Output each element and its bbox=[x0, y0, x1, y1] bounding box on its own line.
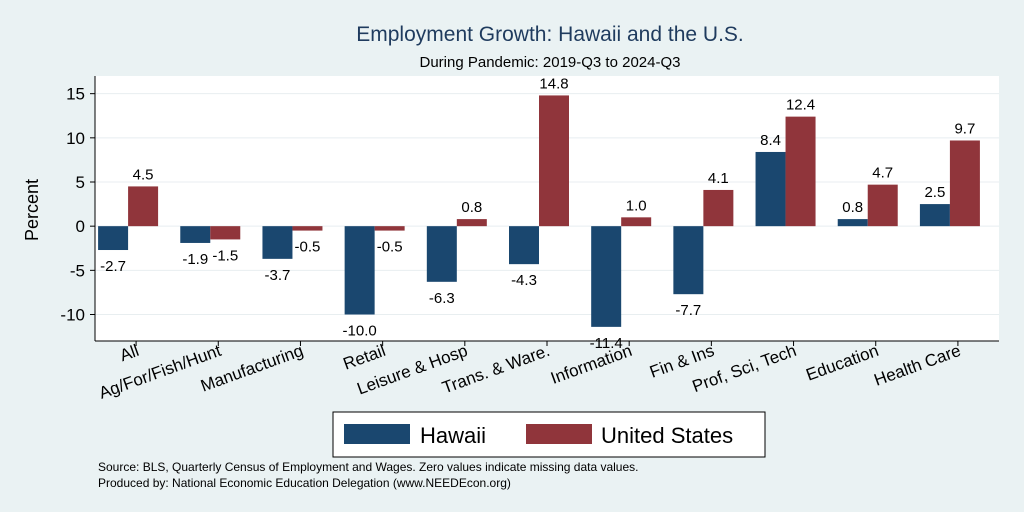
y-tick-label: -5 bbox=[70, 261, 85, 280]
data-label: -1.5 bbox=[212, 247, 238, 264]
source-note: Source: BLS, Quarterly Census of Employm… bbox=[98, 460, 638, 474]
bar-united-states bbox=[292, 226, 323, 231]
data-label: 1.0 bbox=[626, 197, 647, 214]
y-tick-label: 10 bbox=[66, 129, 85, 148]
category-label: Retail bbox=[341, 341, 388, 374]
data-label: 8.4 bbox=[760, 132, 781, 149]
y-axis-label: Percent bbox=[22, 179, 42, 241]
bar-united-states bbox=[210, 226, 241, 240]
data-label: -1.9 bbox=[182, 251, 208, 268]
data-label: 0.8 bbox=[461, 199, 482, 216]
bar-united-states bbox=[374, 226, 405, 231]
data-label: -11.4 bbox=[590, 335, 623, 352]
bar-united-states bbox=[539, 95, 569, 227]
data-labels: -2.74.5-1.9 -1.5-3.7-0.5-10.0-0.5-6.30.8-… bbox=[100, 75, 975, 351]
data-label: -2.7 bbox=[100, 258, 126, 275]
data-label: -3.7 bbox=[265, 267, 291, 284]
bar-united-states bbox=[456, 219, 487, 227]
legend: Hawaii United States bbox=[332, 411, 766, 458]
bar-hawaii bbox=[180, 226, 211, 243]
data-label: 0.8 bbox=[842, 199, 863, 216]
data-label: 9.7 bbox=[954, 120, 975, 137]
chart-subtitle: During Pandemic: 2019-Q3 to 2024-Q3 bbox=[420, 54, 681, 71]
y-tick-label: 0 bbox=[76, 217, 85, 236]
bars bbox=[98, 95, 980, 327]
category-label: Education bbox=[804, 341, 882, 385]
bar-hawaii bbox=[509, 226, 539, 265]
bar-united-states bbox=[621, 217, 652, 227]
data-label: -4.3 bbox=[511, 272, 537, 289]
bar-hawaii bbox=[591, 226, 622, 327]
y-tick-label: -10 bbox=[60, 306, 85, 325]
bar-hawaii bbox=[673, 226, 704, 295]
chart-title: Employment Growth: Hawaii and the U.S. bbox=[356, 23, 744, 46]
y-tick-label: 15 bbox=[66, 85, 85, 104]
y-tick-label: 5 bbox=[76, 173, 85, 192]
y-axis: -10 -5 0 5 10 15 bbox=[60, 76, 96, 341]
bar-united-states bbox=[949, 140, 980, 227]
bar-hawaii bbox=[837, 219, 868, 227]
bar-hawaii bbox=[262, 226, 293, 259]
bar-united-states bbox=[867, 184, 898, 227]
producer-note: Produced by: National Economic Education… bbox=[98, 476, 511, 490]
bar-hawaii bbox=[426, 226, 457, 282]
legend-label-united-states: United States bbox=[601, 423, 733, 448]
bar-hawaii bbox=[344, 226, 375, 315]
data-label: -0.5 bbox=[295, 239, 321, 256]
category-label: All bbox=[117, 341, 141, 365]
data-label: 2.5 bbox=[924, 184, 945, 201]
data-label: 12.4 bbox=[786, 97, 815, 114]
bar-united-states bbox=[703, 189, 734, 227]
category-label: Health Care bbox=[872, 341, 964, 390]
data-label: 4.1 bbox=[708, 170, 729, 187]
legend-swatch-hawaii bbox=[344, 424, 410, 444]
legend-label-hawaii: Hawaii bbox=[420, 423, 486, 448]
data-label: -0.5 bbox=[377, 239, 403, 256]
legend-swatch-united-states bbox=[526, 424, 592, 444]
bar-united-states bbox=[128, 186, 159, 227]
bar-united-states bbox=[785, 116, 816, 227]
data-label: 14.8 bbox=[539, 75, 568, 92]
data-label: -6.3 bbox=[429, 290, 455, 307]
data-label: -10.0 bbox=[343, 323, 377, 340]
bar-hawaii bbox=[755, 151, 786, 227]
data-label: 4.5 bbox=[133, 166, 154, 183]
bar-hawaii bbox=[919, 204, 950, 227]
data-label: -7.7 bbox=[675, 302, 701, 319]
bar-hawaii bbox=[98, 226, 129, 251]
data-label: 4.7 bbox=[872, 165, 893, 182]
